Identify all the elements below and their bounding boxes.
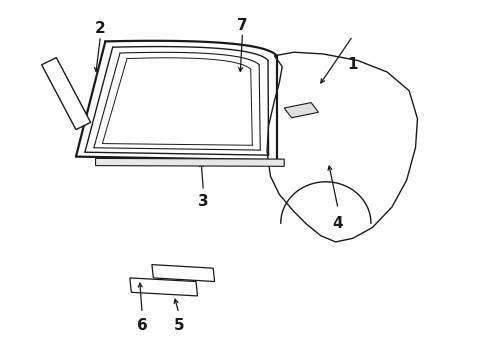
Text: 6: 6 [137,318,147,333]
Polygon shape [152,265,215,282]
Polygon shape [42,58,91,130]
Polygon shape [130,278,197,296]
Text: 2: 2 [95,21,106,36]
Polygon shape [284,103,318,118]
Polygon shape [267,52,417,242]
Text: 7: 7 [237,18,248,33]
Polygon shape [96,158,284,166]
Text: 1: 1 [347,57,358,72]
Text: 3: 3 [198,194,209,209]
Text: 5: 5 [173,318,184,333]
Text: 4: 4 [333,216,343,231]
